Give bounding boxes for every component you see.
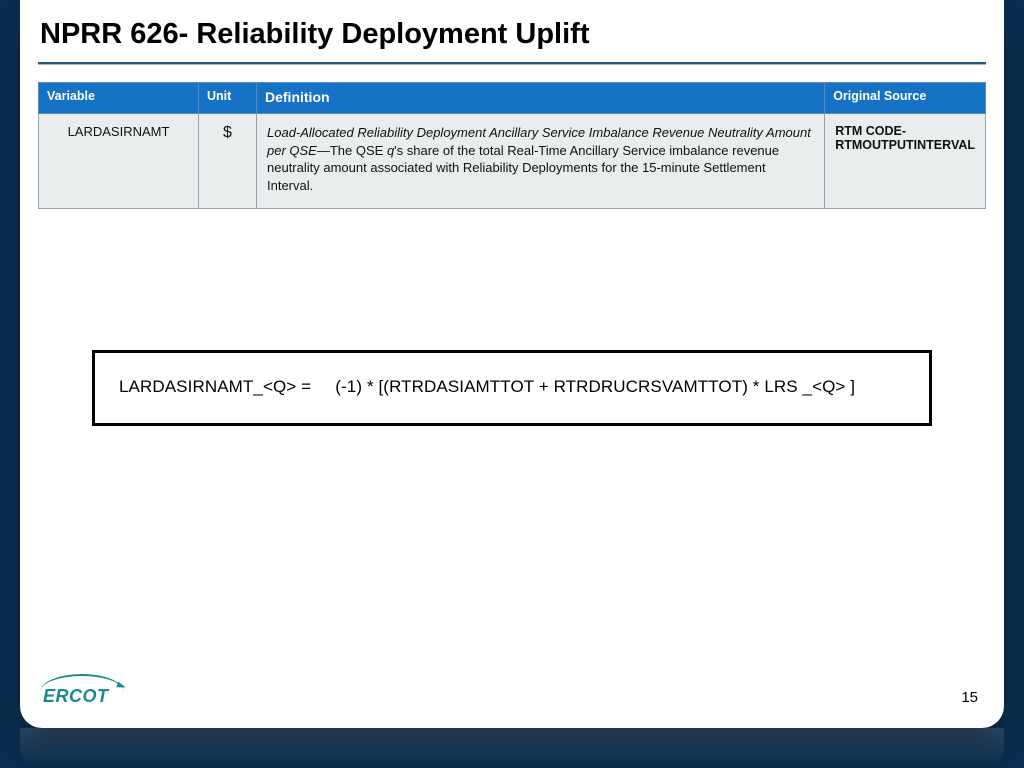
page-title: NPRR 626- Reliability Deployment Uplift (40, 18, 590, 51)
col-header-unit: Unit (199, 83, 257, 114)
slide: NPRR 626- Reliability Deployment Uplift … (20, 0, 1004, 728)
cell-definition: Load-Allocated Reliability Deployment An… (257, 114, 825, 209)
table-header-row: Variable Unit Definition Original Source (39, 83, 986, 114)
table-row: LARDASIRNAMT $ Load-Allocated Reliabilit… (39, 114, 986, 209)
formula-text: LARDASIRNAMT_<Q> = (-1) * [(RTRDASIAMTTO… (119, 377, 855, 396)
formula-box: LARDASIRNAMT_<Q> = (-1) * [(RTRDASIAMTTO… (92, 350, 932, 426)
cell-unit: $ (199, 114, 257, 209)
slide-reflection (20, 728, 1004, 768)
cell-variable: LARDASIRNAMT (39, 114, 199, 209)
definition-body-1: The QSE (330, 143, 387, 158)
logo-text: ERCOT (43, 686, 109, 707)
col-header-source: Original Source (825, 83, 986, 114)
definition-dash: — (317, 143, 330, 158)
definition-table: Variable Unit Definition Original Source… (38, 82, 986, 209)
col-header-variable: Variable (39, 83, 199, 114)
cell-source: RTM CODE- RTMOUTPUTINTERVAL (825, 114, 986, 209)
ercot-logo: ERCOT (40, 672, 126, 712)
title-divider (38, 62, 986, 65)
page-number: 15 (961, 689, 978, 706)
col-header-definition: Definition (257, 83, 825, 114)
